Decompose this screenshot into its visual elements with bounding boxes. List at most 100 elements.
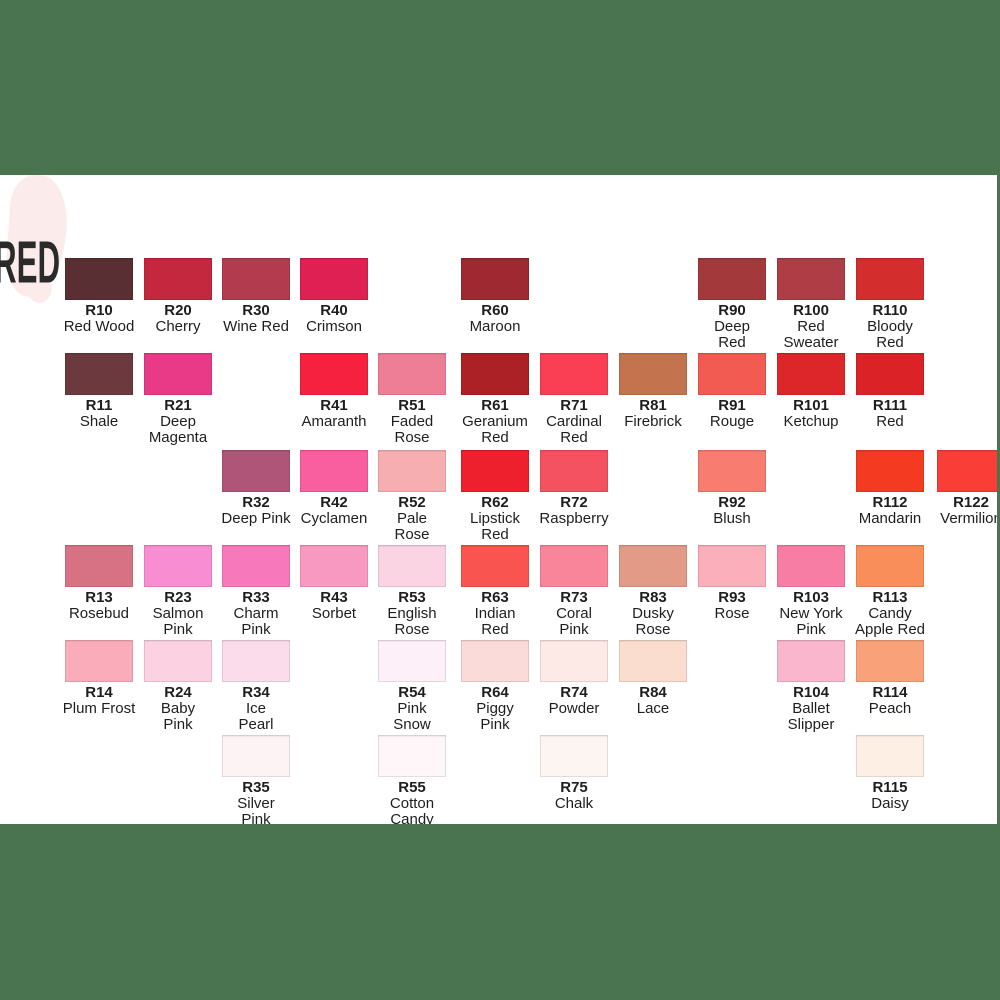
color-swatch: [540, 545, 608, 587]
color-swatch: [698, 353, 766, 395]
color-swatch: [856, 545, 924, 587]
swatch-cell: R83 Dusky Rose: [603, 545, 703, 638]
color-swatch: [461, 353, 529, 395]
swatch-name: Firebrick: [624, 413, 682, 430]
color-swatch: [144, 258, 212, 300]
swatch-code: R91: [718, 397, 746, 414]
color-swatch: [222, 640, 290, 682]
color-swatch: [698, 258, 766, 300]
color-swatch: [777, 353, 845, 395]
swatch-code: R10: [85, 302, 113, 319]
swatch-cell: R92 Blush: [682, 450, 782, 527]
swatch-code: R61: [481, 397, 509, 414]
swatch-code: R83: [639, 589, 667, 606]
swatch-code: R54: [398, 684, 426, 701]
color-swatch: [777, 258, 845, 300]
color-swatch: [461, 545, 529, 587]
swatch-code: R23: [164, 589, 192, 606]
swatch-code: R81: [639, 397, 667, 414]
color-swatch: [540, 450, 608, 492]
swatch-name: Candy Apple Red: [854, 605, 926, 638]
swatch-cell: R115 Daisy: [840, 735, 940, 812]
swatch-code: R72: [560, 494, 588, 511]
swatch-code: R13: [85, 589, 113, 606]
swatch-cell: R60 Maroon: [445, 258, 545, 335]
swatch-name: Chalk: [554, 795, 594, 812]
swatch-cell: R90 Deep Red: [682, 258, 782, 351]
color-swatch: [698, 450, 766, 492]
color-swatch: [856, 640, 924, 682]
swatch-cell: R74 Powder: [524, 640, 624, 717]
swatch-cell: R84 Lace: [603, 640, 703, 717]
swatch-cell: R61 Geranium Red: [445, 353, 545, 446]
swatch-cell: R30 Wine Red: [206, 258, 306, 335]
color-swatch: [777, 545, 845, 587]
swatch-cell: R91 Rouge: [682, 353, 782, 430]
swatch-name: Mandarin: [858, 510, 922, 527]
color-swatch: [300, 258, 368, 300]
swatch-code: R32: [242, 494, 270, 511]
swatch-cell: R71 Cardinal Red: [524, 353, 624, 446]
swatch-code: R111: [872, 397, 908, 414]
swatch-code: R110: [872, 302, 908, 319]
swatch-name: Raspberry: [539, 510, 609, 527]
swatch-code: R55: [398, 779, 426, 796]
swatch-cell: R20 Cherry: [128, 258, 228, 335]
color-swatch: [540, 353, 608, 395]
swatch-name: Silver Pink: [237, 795, 275, 825]
swatch-cell: R35 Silver Pink: [206, 735, 306, 824]
swatch-name: Dusky Rose: [632, 605, 674, 638]
color-swatch: [698, 545, 766, 587]
swatch-code: R100: [793, 302, 829, 319]
swatch-code: R71: [560, 397, 588, 414]
color-swatch: [65, 545, 133, 587]
swatch-cell: R112 Mandarin: [840, 450, 940, 527]
swatch-cell: R13 Rosebud: [49, 545, 149, 622]
swatch-name: Cherry: [155, 318, 201, 335]
swatch-name: Faded Rose: [390, 413, 434, 446]
swatch-name: Salmon Pink: [152, 605, 204, 638]
swatch-cell: R32 Deep Pink: [206, 450, 306, 527]
color-swatch: [378, 545, 446, 587]
swatch-code: R92: [718, 494, 746, 511]
color-swatch: [300, 450, 368, 492]
swatch-code: R75: [560, 779, 588, 796]
swatch-code: R51: [398, 397, 426, 414]
swatch-name: Ice Pearl: [238, 700, 274, 733]
swatch-cell: R104 Ballet Slipper: [761, 640, 861, 733]
swatch-code: R112: [872, 494, 908, 511]
swatch-code: R90: [718, 302, 746, 319]
swatch-name: Deep Red: [714, 318, 750, 351]
swatch-name: Bloody Red: [867, 318, 913, 351]
swatch-name: Indian Red: [474, 605, 516, 638]
color-swatch: [937, 450, 997, 492]
swatch-cell: R40 Crimson: [284, 258, 384, 335]
color-swatch: [144, 545, 212, 587]
color-swatch: [619, 353, 687, 395]
color-swatch: [378, 640, 446, 682]
color-swatch: [65, 640, 133, 682]
swatch-cell: R41 Amaranth: [284, 353, 384, 430]
swatch-name: Pink Snow: [393, 700, 431, 733]
swatch-name: Plum Frost: [62, 700, 136, 717]
swatch-code: R122: [953, 494, 989, 511]
swatch-cell: R24 Baby Pink: [128, 640, 228, 733]
swatch-name: Daisy: [871, 795, 909, 812]
swatch-name: New York Pink: [779, 605, 843, 638]
swatch-name: Rose: [714, 605, 750, 622]
swatch-code: R101: [793, 397, 829, 414]
color-swatch: [856, 735, 924, 777]
swatch-cell: R122 Vermilion: [921, 450, 997, 527]
swatch-name: Ketchup: [783, 413, 839, 430]
color-swatch: [461, 450, 529, 492]
swatch-code: R113: [872, 589, 908, 606]
swatch-cell: R33 Charm Pink: [206, 545, 306, 638]
swatch-name: Cardinal Red: [546, 413, 602, 446]
swatch-cell: R55 Cotton Candy: [362, 735, 462, 824]
swatch-cell: R54 Pink Snow: [362, 640, 462, 733]
swatch-cell: R42 Cyclamen: [284, 450, 384, 527]
swatch-cell: R72 Raspberry: [524, 450, 624, 527]
swatch-code: R115: [872, 779, 908, 796]
swatch-code: R93: [718, 589, 746, 606]
swatch-name: Cotton Candy: [389, 795, 435, 825]
